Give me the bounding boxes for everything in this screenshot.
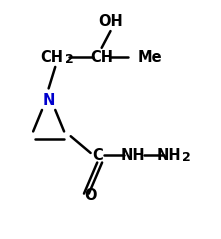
Text: O: O	[84, 189, 97, 203]
Text: OH: OH	[98, 14, 123, 29]
Text: C: C	[92, 148, 103, 163]
Text: 2: 2	[182, 151, 191, 164]
Text: NH: NH	[120, 148, 145, 163]
Text: NH: NH	[157, 148, 181, 163]
Text: CH: CH	[40, 50, 63, 65]
Text: CH: CH	[90, 50, 113, 65]
Text: 2: 2	[65, 53, 74, 66]
Text: Me: Me	[138, 50, 163, 65]
Text: N: N	[42, 93, 55, 108]
